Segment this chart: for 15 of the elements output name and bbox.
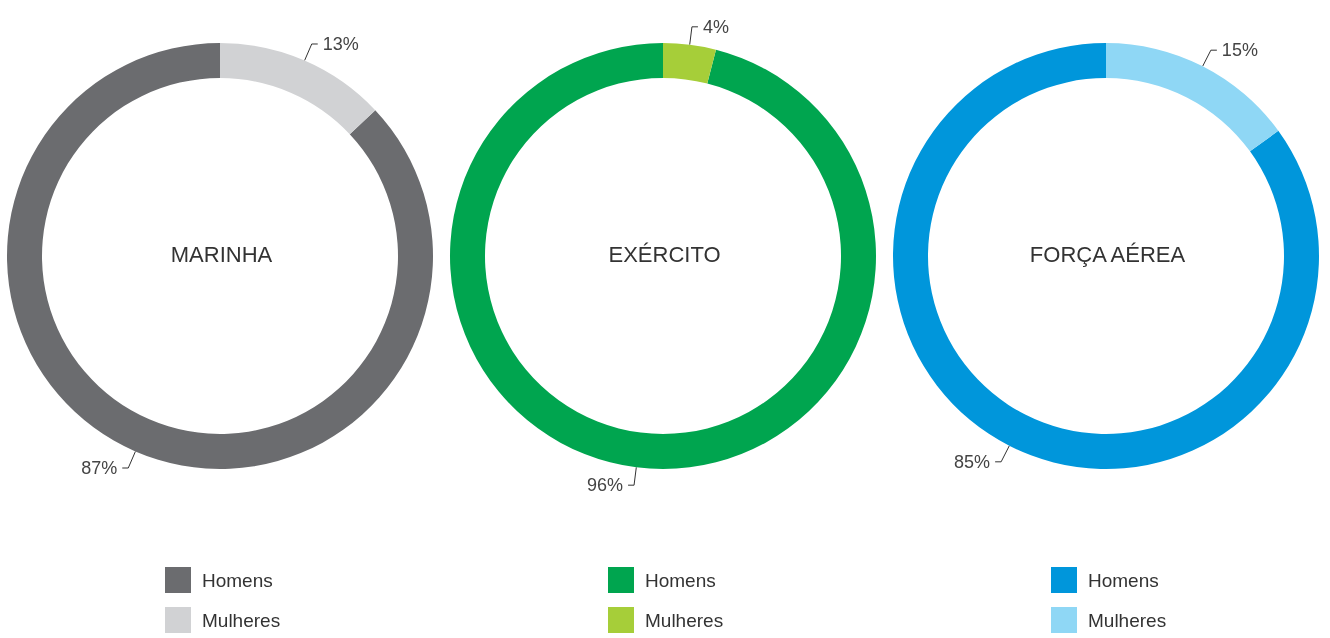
text: FORÇA AÉREA (1029, 241, 1186, 267)
data-label: 87% (81, 458, 118, 478)
legend-label: Mulheres (202, 609, 281, 631)
data-label: 4% (702, 16, 729, 37)
data-label: 85% (954, 451, 991, 472)
data-label: 96% (587, 475, 624, 496)
text: EXÉRCITO (608, 241, 721, 267)
data-label: 13% (322, 34, 359, 54)
legend-label: Homens (202, 569, 273, 591)
text: MARINHA (170, 241, 273, 267)
legend-label: Homens (1088, 569, 1159, 591)
data-label: 15% (1221, 40, 1258, 61)
legend-label: Mulheres (645, 609, 724, 631)
legend-label: Mulheres (1088, 609, 1167, 631)
legend-label: Homens (645, 569, 716, 591)
